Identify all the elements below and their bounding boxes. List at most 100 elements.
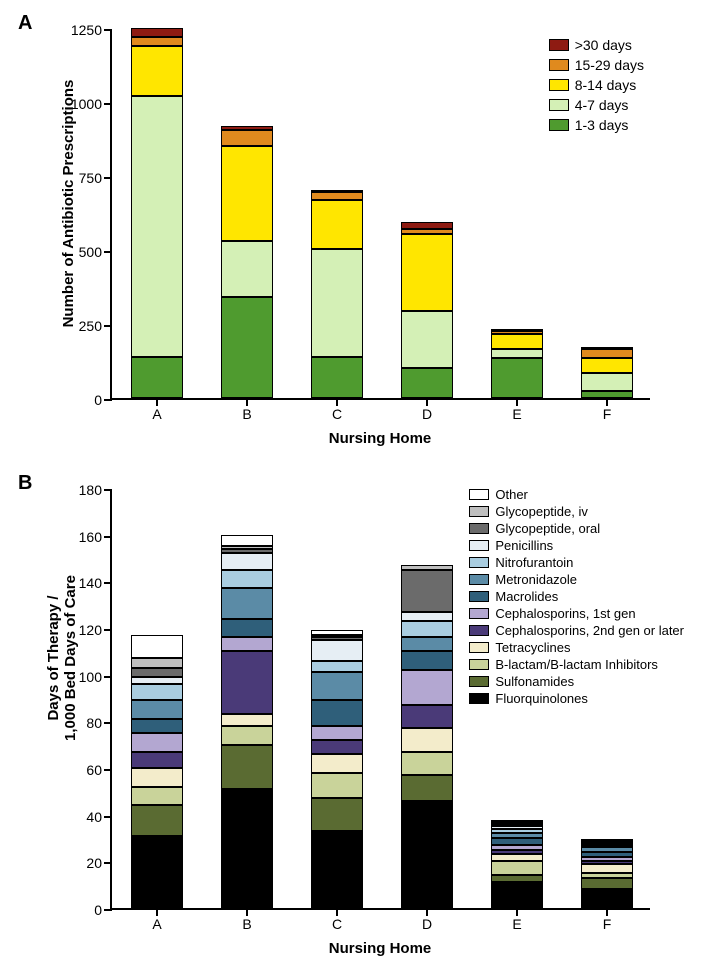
bar-segment — [221, 297, 273, 398]
bar-segment — [401, 752, 453, 775]
bar-segment — [131, 752, 183, 768]
bar-segment — [131, 46, 183, 96]
bar-segment — [311, 740, 363, 754]
bar-segment — [491, 838, 543, 845]
panel-a-label: A — [18, 12, 32, 35]
panel-b-ylabel-line1: Days of Therapy / — [45, 595, 62, 720]
legend-item: Tetracyclines — [469, 641, 684, 654]
x-tick-label: E — [512, 908, 521, 932]
y-tick-label: 0 — [94, 392, 112, 408]
bar — [581, 839, 633, 908]
x-tick-label: A — [152, 398, 161, 422]
bar-segment — [131, 357, 183, 398]
legend-item: Macrolides — [469, 590, 684, 603]
legend-label: 1-3 days — [575, 118, 629, 132]
panel-b-ylabel: Days of Therapy / 1,000 Bed Days of Care — [45, 469, 79, 847]
bar-segment — [491, 334, 543, 349]
bar-segment — [221, 553, 273, 569]
legend-swatch — [549, 39, 569, 51]
bar-segment — [221, 637, 273, 651]
y-tick-label: 120 — [79, 622, 112, 638]
legend-swatch — [549, 99, 569, 111]
x-tick-label: C — [332, 398, 342, 422]
bar-segment — [221, 789, 273, 908]
legend-item: Cephalosporins, 1st gen — [469, 607, 684, 620]
legend-item: 8-14 days — [549, 78, 644, 92]
y-tick-label: 140 — [79, 575, 112, 591]
legend-swatch — [549, 59, 569, 71]
bar-segment — [401, 801, 453, 908]
y-tick-label: 40 — [86, 809, 112, 825]
bar — [581, 347, 633, 398]
bar-segment — [491, 875, 543, 882]
legend-item: Other — [469, 488, 684, 501]
legend-label: Tetracyclines — [495, 641, 570, 654]
bar — [221, 126, 273, 398]
legend-swatch — [469, 625, 489, 636]
bar-segment — [401, 612, 453, 621]
x-tick-label: A — [152, 908, 161, 932]
bar-segment — [401, 637, 453, 651]
legend-swatch — [469, 489, 489, 500]
bar-segment — [401, 311, 453, 369]
legend-swatch — [469, 693, 489, 704]
figure-root: A Number of Antibiotic Prescriptions 025… — [0, 0, 704, 980]
bar-segment — [131, 768, 183, 787]
bar-segment — [221, 714, 273, 726]
bar-segment — [131, 658, 183, 667]
x-tick-label: D — [422, 908, 432, 932]
bar-segment — [581, 864, 633, 873]
panel-b-ylabel-line2: 1,000 Bed Days of Care — [62, 575, 79, 741]
y-tick-label: 0 — [94, 902, 112, 918]
bar-segment — [131, 96, 183, 356]
legend-swatch — [469, 557, 489, 568]
legend-item: Metronidazole — [469, 573, 684, 586]
legend-label: Cephalosporins, 2nd gen or later — [495, 624, 684, 637]
bar-segment — [311, 357, 363, 398]
bar-segment — [131, 635, 183, 658]
legend-label: Nitrofurantoin — [495, 556, 573, 569]
bar-segment — [401, 651, 453, 670]
bar-segment — [491, 861, 543, 875]
bar-segment — [221, 588, 273, 618]
bar — [401, 222, 453, 398]
legend-item: Nitrofurantoin — [469, 556, 684, 569]
bar-segment — [311, 640, 363, 661]
bar-segment — [221, 570, 273, 589]
legend-item: Sulfonamides — [469, 675, 684, 688]
legend-label: 15-29 days — [575, 58, 644, 72]
legend-label: Cephalosporins, 1st gen — [495, 607, 635, 620]
legend-label: Fluorquinolones — [495, 692, 588, 705]
panel-b: B Days of Therapy / 1,000 Bed Days of Ca… — [0, 470, 704, 970]
bar — [491, 820, 543, 908]
bar-segment — [311, 661, 363, 673]
legend-label: >30 days — [575, 38, 632, 52]
bar-segment — [401, 368, 453, 398]
legend-item: Penicillins — [469, 539, 684, 552]
bar-segment — [491, 358, 543, 398]
legend-swatch — [469, 591, 489, 602]
panel-a-ylabel: Number of Antibiotic Prescriptions — [60, 37, 77, 370]
legend-item: Fluorquinolones — [469, 692, 684, 705]
bar-segment — [311, 798, 363, 831]
bar-segment — [581, 373, 633, 391]
bar-segment — [221, 726, 273, 745]
legend-label: 8-14 days — [575, 78, 636, 92]
bar-segment — [221, 535, 273, 547]
y-tick-label: 60 — [86, 762, 112, 778]
y-tick-label: 500 — [79, 244, 112, 260]
bar — [131, 28, 183, 398]
legend-label: Sulfonamides — [495, 675, 574, 688]
bar-segment — [581, 878, 633, 890]
bar — [401, 565, 453, 908]
legend-item: Glycopeptide, oral — [469, 522, 684, 535]
bar-segment — [401, 621, 453, 637]
legend-item: >30 days — [549, 38, 644, 52]
panel-b-legend: OtherGlycopeptide, ivGlycopeptide, oralP… — [469, 488, 684, 709]
legend-item: 1-3 days — [549, 118, 644, 132]
y-tick-label: 160 — [79, 529, 112, 545]
panel-a-xlabel: Nursing Home — [110, 430, 650, 447]
bar-segment — [491, 349, 543, 358]
bar-segment — [401, 570, 453, 612]
legend-swatch — [469, 523, 489, 534]
